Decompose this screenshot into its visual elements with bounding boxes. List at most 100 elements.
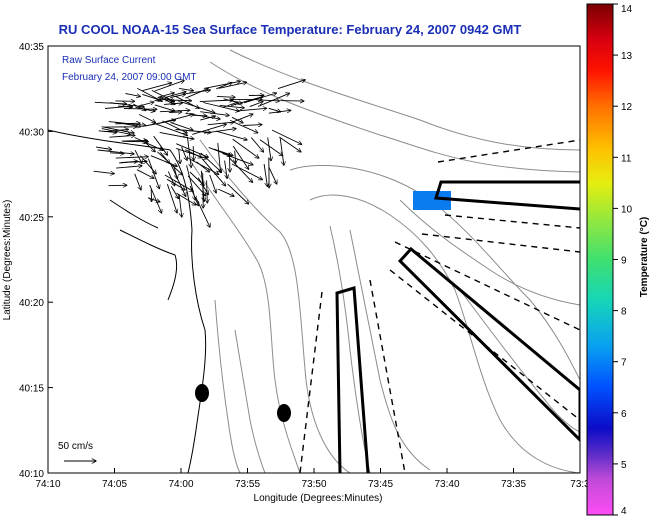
contour-line: [399, 199, 580, 306]
current-vector: [179, 88, 193, 90]
current-vector: [163, 103, 182, 104]
colorbar-tick-label: 6: [621, 409, 627, 420]
colorbar-tick-label: 9: [621, 256, 627, 267]
y-tick-label: 40:35: [19, 42, 44, 53]
current-vector: [187, 175, 206, 196]
current-vector: [231, 96, 263, 107]
current-vector: [224, 160, 228, 179]
current-vector: [166, 184, 177, 213]
colorbar-label: Temperature (°C): [639, 217, 650, 298]
current-vector: [142, 93, 160, 100]
current-vector: [201, 158, 226, 186]
current-vector: [142, 83, 171, 92]
current-vector: [181, 146, 188, 160]
y-tick-label: 40:15: [19, 384, 44, 395]
colorbar: [586, 3, 614, 516]
current-vector: [249, 102, 263, 108]
current-vector: [277, 80, 305, 90]
current-vector: [108, 185, 126, 186]
current-vector: [140, 139, 163, 150]
colorbar-tick-label: 13: [621, 51, 633, 62]
y-tick-label: 40:25: [19, 213, 44, 224]
x-axis-ticks: 74:10 74:05 74:00 73:55 73:50 73:45 73:40 73:35…: [35, 468, 590, 490]
current-vector: [178, 194, 182, 217]
current-vector: [140, 155, 157, 174]
plot-frame: [47, 45, 581, 474]
colorbar-tick-label: 14: [621, 4, 633, 15]
current-vector: [280, 101, 304, 102]
wedge-box: [397, 246, 580, 443]
current-vectors: [93, 80, 306, 227]
current-vector: [218, 188, 234, 196]
contour-line: [229, 49, 580, 151]
current-vector: [192, 124, 226, 135]
current-vector: [144, 141, 155, 152]
current-vector: [216, 96, 235, 97]
current-vector: [97, 149, 135, 154]
current-vector: [185, 89, 208, 99]
current-vector: [222, 102, 238, 108]
annotation-line2: February 24, 2007 09:00 GMT: [62, 72, 197, 83]
current-vector: [114, 121, 141, 126]
current-vector: [219, 82, 247, 89]
y-tick-label: 40:20: [19, 298, 44, 309]
current-vector: [95, 146, 112, 149]
current-vector: [219, 104, 245, 108]
x-tick-label: 73:35: [501, 479, 526, 490]
current-vector: [200, 152, 222, 172]
current-vector: [243, 125, 262, 126]
current-vector: [136, 169, 154, 179]
current-vector: [147, 197, 160, 202]
coastline: [48, 129, 207, 473]
current-vector: [104, 129, 129, 133]
current-vector: [203, 102, 239, 112]
current-vector: [154, 104, 175, 111]
contour-line: [309, 194, 580, 473]
contour-line: [329, 225, 371, 473]
current-vector: [109, 135, 134, 137]
current-vector: [222, 152, 253, 164]
contour-line: [234, 329, 266, 473]
current-vector: [158, 93, 174, 98]
current-vector: [109, 153, 124, 154]
current-vector: [250, 137, 263, 152]
current-vector: [231, 163, 263, 180]
current-vector: [176, 192, 196, 205]
current-vector: [104, 106, 133, 109]
current-vector: [193, 146, 194, 160]
x-tick-label: 74:05: [102, 479, 127, 490]
current-vector: [159, 131, 194, 139]
current-vector: [179, 148, 181, 164]
contour-line: [199, 139, 351, 473]
current-vector: [115, 157, 149, 158]
sst-patch: [413, 191, 451, 210]
current-vector: [153, 135, 168, 155]
current-vector: [217, 142, 221, 173]
x-tick-label: 73:55: [235, 479, 260, 490]
annotation-line1: Raw Surface Current: [62, 55, 156, 66]
wedge-box: [335, 286, 370, 473]
current-vector: [94, 102, 127, 104]
station-marker: [195, 384, 209, 402]
x-tick-label: 74:00: [168, 479, 193, 490]
current-vector: [223, 98, 243, 104]
current-vector: [164, 174, 193, 191]
current-vector: [243, 93, 277, 104]
current-vector: [208, 146, 231, 156]
current-vector: [101, 126, 135, 133]
current-vector: [137, 102, 154, 107]
current-vector: [157, 151, 182, 175]
current-vector: [119, 161, 137, 163]
current-vector: [93, 170, 115, 174]
bathymetry-contours: [189, 49, 580, 473]
current-vector: [123, 109, 157, 110]
current-vector: [170, 186, 178, 198]
current-vector: [229, 114, 253, 124]
colorbar-tick-label: 4: [621, 506, 627, 517]
colorbar-tick-label: 10: [621, 204, 633, 215]
x-tick-label: 73:50: [301, 479, 326, 490]
contour-line: [459, 289, 580, 433]
figure-title: RU COOL NOAA-15 Sea Surface Temperature:…: [58, 22, 522, 37]
x-tick-label: 73:45: [368, 479, 393, 490]
